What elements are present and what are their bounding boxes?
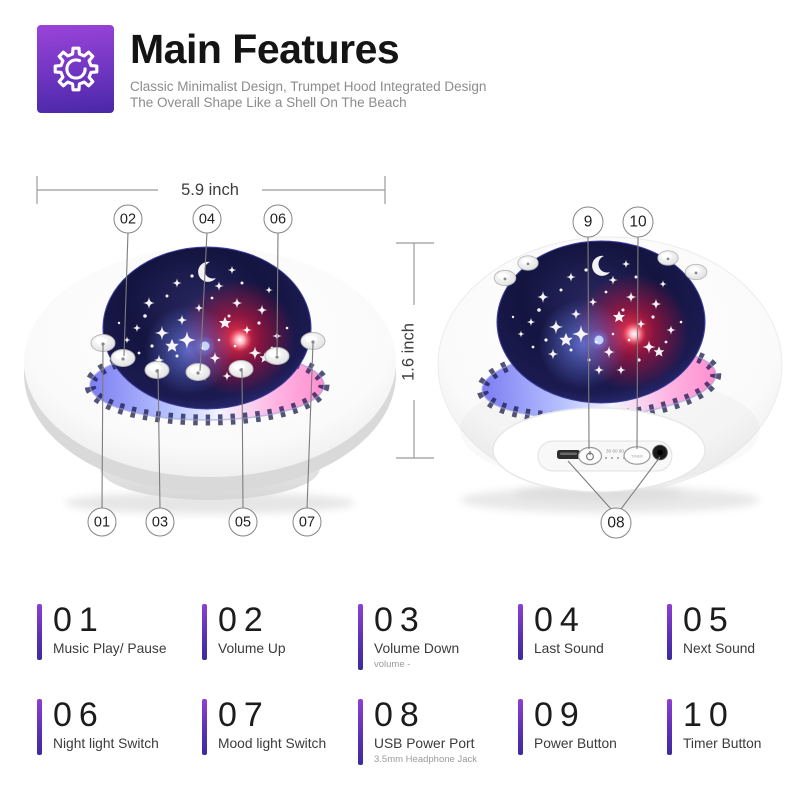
callout-05: 05: [228, 507, 258, 537]
leader-lines: [101, 231, 661, 510]
subtitle-line2: The Overall Shape Like a Shell On The Be…: [130, 95, 407, 110]
subtitle-line1: Classic Minimalist Design, Trumpet Hood …: [130, 79, 487, 94]
feature-item-05: 05 Next Sound: [667, 601, 756, 660]
gear-icon: [53, 46, 98, 92]
feature-number: 08: [374, 696, 426, 734]
feature-sublabel: [53, 659, 167, 660]
feature-sublabel: volume -: [374, 659, 411, 670]
feature-item-08: 08 USB Power Port 3.5mm Headphone Jack: [358, 696, 477, 765]
feature-sublabel: [534, 754, 617, 755]
feature-sublabel: [218, 659, 286, 660]
feature-number: 07: [218, 696, 270, 734]
callout-03: 03: [145, 507, 175, 537]
width-dimension-label: 5.9 inch: [181, 181, 239, 199]
features-badge: [37, 25, 114, 113]
callout-9: 9: [572, 206, 604, 238]
accent-bar: [518, 604, 523, 660]
accent-bar: [667, 604, 672, 660]
height-dimension-label: 1.6 inch: [399, 323, 418, 381]
power-button: [577, 446, 603, 466]
feature-label: Volume Up: [218, 641, 286, 656]
dimension-lines: [36, 176, 434, 459]
feature-item-01: 01 Music Play/ Pause: [37, 601, 167, 660]
feature-label: Next Sound: [683, 641, 756, 656]
feature-sublabel: [534, 659, 604, 660]
feature-sublabel: 3.5mm Headphone Jack: [374, 754, 477, 765]
feature-item-03: 03 Volume Down volume -: [358, 601, 460, 670]
feature-label: Power Button: [534, 736, 617, 751]
accent-bar: [667, 699, 672, 755]
feature-number: 05: [683, 601, 735, 639]
accent-bar: [358, 699, 363, 765]
headphone-jack: [652, 444, 668, 461]
callout-07: 07: [292, 507, 322, 537]
callout-02: 02: [113, 204, 143, 234]
accent-bar: [202, 699, 207, 755]
feature-item-06: 06 Night light Switch: [37, 696, 159, 755]
feature-label: Night light Switch: [53, 736, 159, 751]
feature-number: 09: [534, 696, 586, 734]
feature-item-04: 04 Last Sound: [518, 601, 604, 660]
feature-number: 02: [218, 601, 270, 639]
callout-10: 10: [622, 206, 654, 238]
feature-item-07: 07 Mood light Switch: [202, 696, 327, 755]
page-title: Main Features: [130, 26, 400, 72]
feature-item-10: 10 Timer Button: [667, 696, 762, 755]
callout-01: 01: [87, 507, 117, 537]
left-device-illustration: [24, 247, 396, 514]
svg-text:30 60 90: 30 60 90: [606, 449, 624, 454]
feature-number: 04: [534, 601, 586, 639]
accent-bar: [518, 699, 523, 755]
feature-number: 10: [683, 696, 735, 734]
feature-item-09: 09 Power Button: [518, 696, 617, 755]
accent-bar: [358, 604, 363, 670]
callout-08: 08: [600, 507, 632, 539]
feature-sublabel: [683, 754, 761, 755]
accent-bar: [37, 699, 42, 755]
right-device-illustration: 30 60 90 TIMER: [437, 236, 783, 513]
feature-label: USB Power Port: [374, 736, 475, 751]
feature-item-02: 02 Volume Up: [202, 601, 286, 660]
feature-label: Last Sound: [534, 641, 604, 656]
feature-sublabel: [53, 754, 159, 755]
feature-sublabel: [683, 659, 755, 660]
feature-label: Mood light Switch: [218, 736, 327, 751]
callout-06: 06: [263, 204, 293, 234]
feature-label: Music Play/ Pause: [53, 641, 167, 656]
feature-number: 06: [53, 696, 105, 734]
accent-bar: [37, 604, 42, 660]
feature-number: 03: [374, 601, 426, 639]
usb-port: [557, 450, 580, 459]
timer-button: TIMER: [623, 446, 651, 465]
feature-label: Timer Button: [683, 736, 762, 751]
callout-04: 04: [192, 204, 222, 234]
feature-sublabel: [218, 754, 326, 755]
feature-number: 01: [53, 601, 105, 639]
svg-text:TIMER: TIMER: [631, 455, 643, 459]
accent-bar: [202, 604, 207, 660]
feature-label: Volume Down: [374, 641, 460, 656]
